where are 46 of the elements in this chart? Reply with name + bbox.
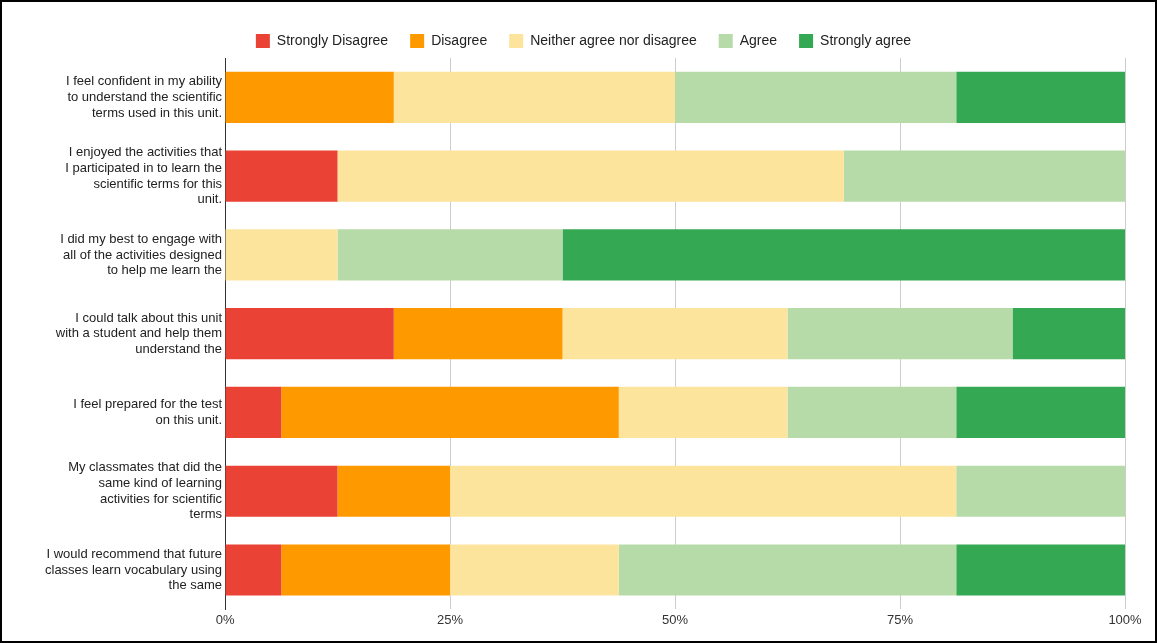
- bar: [225, 229, 338, 281]
- bar: [956, 465, 1125, 517]
- bar: [956, 544, 1125, 596]
- legend-label: Disagree: [431, 31, 488, 48]
- x-tick-label: 0%: [215, 611, 235, 627]
- bar: [337, 465, 451, 517]
- bar: [393, 71, 676, 123]
- bar: [787, 308, 1013, 360]
- bar: [956, 386, 1125, 439]
- x-tick-label: 50%: [662, 611, 689, 627]
- y-tick-label: My classmates that did the same kind of learning activities for scientific terms: [68, 459, 223, 522]
- bar: [337, 229, 563, 281]
- bar: [225, 308, 394, 360]
- y-tick-label: I did my best to engage with all of the activities designed to help me learn the: [60, 230, 223, 278]
- bar: [450, 544, 619, 596]
- y-tick-label: I feel prepared for the test on this unit.: [73, 396, 223, 427]
- bar: [225, 150, 338, 202]
- legend-label: Neither agree nor disagree: [530, 31, 697, 48]
- bar: [337, 150, 844, 202]
- legend-label: Agree: [739, 31, 778, 48]
- y-tick-label: I could talk about this unit with a student and help them understand the: [54, 309, 223, 356]
- legend-label: Strongly Disagree: [276, 31, 389, 48]
- bar: [618, 544, 957, 596]
- bar: [843, 150, 1125, 202]
- bar: [787, 386, 957, 439]
- bar: [225, 465, 338, 517]
- bar: [225, 386, 282, 439]
- y-tick-label: I would recommend that future classes learn vocabulary using the same: [44, 545, 223, 593]
- bar: [393, 308, 563, 360]
- bar: [562, 308, 788, 360]
- y-tick-label: I feel confident in my ability to understand the scientific terms used in this unit.: [65, 73, 223, 120]
- x-tick-label: 75%: [886, 611, 914, 627]
- bar: [1012, 308, 1125, 360]
- x-tick-label: 25%: [437, 611, 464, 627]
- bar: [281, 544, 451, 596]
- bar: [675, 71, 957, 123]
- bar: [281, 386, 619, 439]
- x-tick-label: 100%: [1108, 611, 1143, 627]
- bar: [450, 465, 957, 517]
- bar: [562, 229, 1125, 281]
- bar: [225, 71, 394, 123]
- legend-label: Strongly agree: [820, 31, 912, 48]
- bar: [618, 386, 788, 439]
- bar: [956, 71, 1125, 123]
- y-tick-label: I enjoyed the activities that I participated in to learn the scientific terms for this unit.: [65, 144, 223, 207]
- bar: [225, 544, 282, 596]
